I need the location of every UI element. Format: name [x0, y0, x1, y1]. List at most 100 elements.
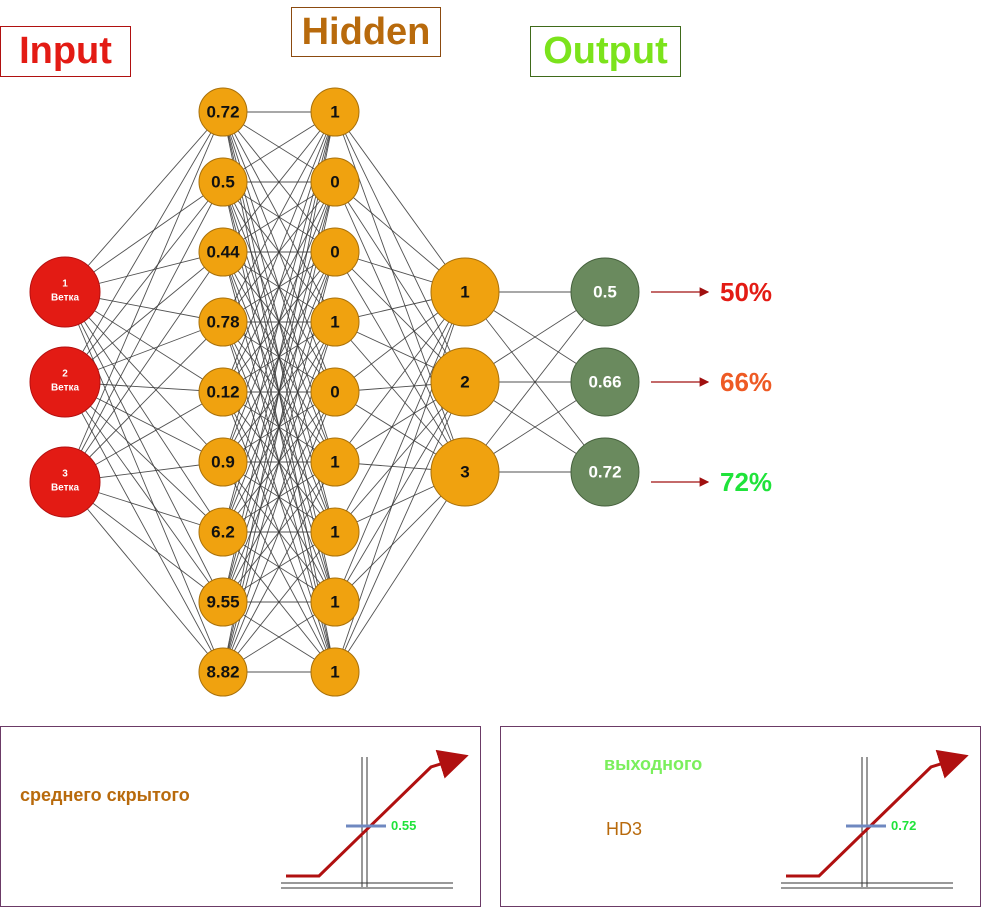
hidden-node-layer2: 0: [310, 227, 360, 277]
hidden-node-value: 1: [330, 593, 339, 612]
hidden-node-layer1: 0.72: [198, 87, 248, 137]
connection-edge: [64, 181, 224, 483]
output-node-value: 0.72: [588, 463, 621, 482]
connection-edge: [64, 321, 224, 483]
input-node: 2 Ветка: [29, 346, 101, 418]
connection-edge: [464, 291, 606, 473]
connection-edge: [334, 291, 466, 463]
hidden-node-layer2-circle: [310, 437, 360, 487]
hidden-node-layer2-circle: [310, 647, 360, 697]
hidden-node-layer1-circle: [198, 577, 248, 627]
hidden-node-value: 0: [330, 383, 339, 402]
connection-edge: [334, 381, 466, 603]
hidden-node-value: 0.72: [206, 103, 239, 122]
hidden-node-layer2: 0: [310, 367, 360, 417]
connection-edge: [334, 291, 466, 603]
hidden-node-value: 3: [460, 463, 469, 482]
hidden-node-layer1-circle: [198, 157, 248, 207]
connection-edge: [222, 111, 336, 323]
connection-edge: [64, 291, 224, 603]
hidden-node-value: 1: [330, 523, 339, 542]
hidden-node-layer1-circle: [198, 437, 248, 487]
input-node-circle: [29, 256, 101, 328]
activation-curve-graph: 0.72: [781, 749, 969, 889]
network-nodes: 1 Ветка 2 Ветка 3 Ветка 0.72 0.5 0.44 0.78 0.12 0.9…: [29, 87, 640, 697]
input-node-circle: [29, 446, 101, 518]
output-panel-title: выходного: [604, 754, 703, 774]
hidden-node-layer2-circle: [310, 577, 360, 627]
hidden-node-layer3: 3: [430, 437, 500, 507]
output-node-value: 0.5: [593, 283, 617, 302]
hidden-node-layer1: 9.55: [198, 577, 248, 627]
connection-edges: [64, 111, 606, 673]
hidden-node-layer1-circle: [198, 647, 248, 697]
hidden-node-value: 1: [330, 663, 339, 682]
connection-edge: [64, 111, 224, 383]
output-layer-header: Output: [530, 26, 681, 77]
connection-edge: [222, 461, 336, 673]
connection-edge: [64, 111, 224, 293]
connection-edge: [64, 291, 224, 533]
activation-curve: [286, 749, 469, 878]
hidden-node-layer1-circle: [198, 367, 248, 417]
hidden-node-value: 8.82: [206, 663, 239, 682]
connection-edge: [334, 181, 466, 473]
hidden-node-layer2: 1: [310, 437, 360, 487]
connection-edge: [222, 391, 336, 673]
marker-value: 0.72: [891, 818, 916, 833]
connection-edge: [334, 181, 466, 383]
hidden-node-layer2: 0: [310, 157, 360, 207]
activation-curve-graph: 0.55: [281, 749, 469, 889]
hidden-node-layer2-circle: [310, 367, 360, 417]
connection-edge: [64, 381, 224, 603]
connection-edge: [222, 531, 336, 673]
hidden-node-layer1: 6.2: [198, 507, 248, 557]
hidden-node-layer2-circle: [310, 297, 360, 347]
input-node-number: 1: [62, 279, 68, 290]
output-node: 0.66: [570, 347, 640, 417]
connection-edge: [334, 111, 466, 293]
hidden-node-layer3: 1: [430, 257, 500, 327]
connection-edge: [64, 291, 224, 463]
connection-edge: [222, 111, 336, 673]
input-node-label: Ветка: [51, 383, 80, 394]
connection-edge: [334, 111, 466, 383]
hidden-node-layer1: 0.9: [198, 437, 248, 487]
hidden-node-layer1: 0.44: [198, 227, 248, 277]
input-node-label: Ветка: [51, 293, 80, 304]
hidden-node-layer2-circle: [310, 157, 360, 207]
hidden-node-layer3: 2: [430, 347, 500, 417]
hidden-node-value: 6.2: [211, 523, 235, 542]
marker-value: 0.55: [391, 818, 416, 833]
hidden-node-value: 2: [460, 373, 469, 392]
hidden-node-value: 1: [330, 103, 339, 122]
hidden-node-layer2: 1: [310, 647, 360, 697]
hidden-node-layer1: 0.12: [198, 367, 248, 417]
hidden-node-value: 0.12: [206, 383, 239, 402]
hidden-node-value: 9.55: [206, 593, 239, 612]
connection-edge: [222, 111, 336, 393]
hidden-layer-header: Hidden: [291, 7, 441, 57]
hidden-node-layer3-circle: [430, 257, 500, 327]
output-activation-panel: выходного HD3 0.72: [500, 726, 981, 907]
output-arrows: 50% 66% 72%: [651, 277, 772, 497]
connection-edge: [334, 381, 466, 673]
hidden-node-value: 0.78: [206, 313, 239, 332]
output-node-circle: [570, 347, 640, 417]
hidden-node-layer1-circle: [198, 297, 248, 347]
hidden-node-layer2: 1: [310, 297, 360, 347]
hidden-node-value: 0.5: [211, 173, 235, 192]
connection-edge: [64, 111, 224, 483]
hidden-node-layer1: 0.5: [198, 157, 248, 207]
input-node-number: 2: [62, 369, 68, 380]
connection-edge: [64, 291, 224, 673]
hidden-node-layer2-circle: [310, 87, 360, 137]
hidden-node-layer1-circle: [198, 87, 248, 137]
hidden-node-value: 1: [330, 453, 339, 472]
connection-edge: [64, 381, 224, 533]
input-node-label: Ветка: [51, 483, 80, 494]
hidden-node-layer1: 8.82: [198, 647, 248, 697]
hidden-node-layer3-circle: [430, 437, 500, 507]
hidden-node-layer1-circle: [198, 227, 248, 277]
connection-edge: [64, 481, 224, 673]
